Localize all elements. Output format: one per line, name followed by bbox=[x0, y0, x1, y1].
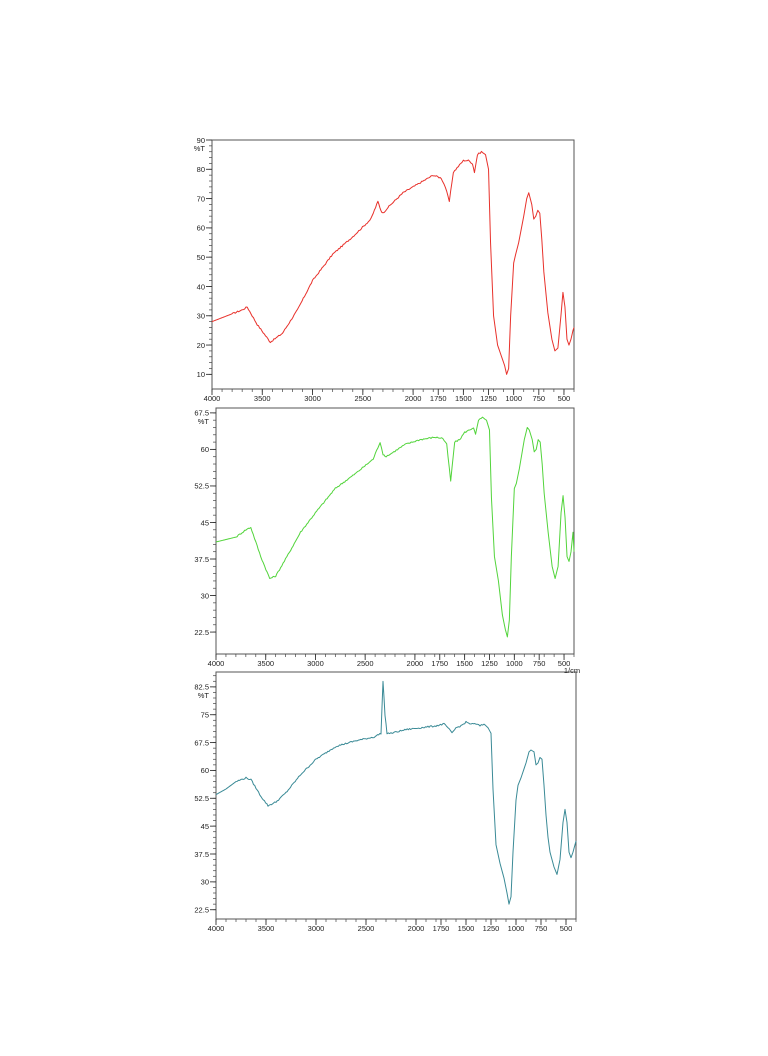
y-tick-label: 50 bbox=[197, 253, 205, 262]
x-tick-label: 3000 bbox=[304, 394, 321, 403]
x-tick-label: 1750 bbox=[433, 924, 450, 933]
y-tick-label: 67.5 bbox=[194, 738, 209, 747]
spectrum-panel-3: 4000 3500 3000 2500 2000 1750 1500 1250 1000 750 5… bbox=[194, 671, 577, 933]
x-tick-label: 500 bbox=[560, 924, 573, 933]
x-tick-label: 1500 bbox=[456, 659, 473, 668]
x-tick-label: 2000 bbox=[408, 924, 425, 933]
x-tick-label: 1500 bbox=[455, 394, 472, 403]
x-tick-label: 2500 bbox=[357, 659, 374, 668]
y-tick-label: 75 bbox=[201, 711, 209, 720]
x-tick-label: 3000 bbox=[308, 924, 325, 933]
y-tick-label: 45 bbox=[201, 518, 209, 527]
x-tick-label: 2000 bbox=[407, 659, 424, 668]
y-tick-label: 90 bbox=[197, 136, 205, 145]
y-tick-label: 30 bbox=[201, 878, 209, 887]
x-tick-label: 500 bbox=[558, 394, 571, 403]
x-tick-label: 1250 bbox=[480, 394, 497, 403]
x-tick-label: 3500 bbox=[258, 924, 275, 933]
spectrum-line bbox=[215, 416, 575, 638]
x-tick-label: 1000 bbox=[508, 924, 525, 933]
x-tick-label: 4000 bbox=[208, 924, 225, 933]
y-tick-label: 70 bbox=[197, 194, 205, 203]
x-tick-label: 1750 bbox=[431, 659, 448, 668]
x-tick-label: 750 bbox=[533, 659, 546, 668]
x-tick-label: 1250 bbox=[483, 924, 500, 933]
y-axis-label: %T bbox=[198, 417, 210, 426]
y-tick-label: 60 bbox=[197, 224, 205, 233]
x-tick-label: 3000 bbox=[307, 659, 324, 668]
y-tick-label: 52.5 bbox=[194, 482, 209, 491]
y-tick-label: 37.5 bbox=[194, 850, 209, 859]
x-unit-label: 1/cm bbox=[564, 666, 580, 675]
plot-frame bbox=[211, 139, 575, 390]
y-tick-label: 45 bbox=[201, 822, 209, 831]
x-tick-label: 500 bbox=[558, 659, 571, 668]
y-tick-label: 67.5 bbox=[194, 409, 209, 418]
spectrum-panel-1: 4000 3500 3000 2500 2000 1750 1500 1250 1000 750 5… bbox=[194, 136, 575, 403]
y-tick-label: 22.5 bbox=[194, 906, 209, 915]
x-tick-label: 3500 bbox=[254, 394, 271, 403]
plot-frame bbox=[215, 407, 575, 655]
plot-frame bbox=[215, 671, 577, 920]
spectrum-line bbox=[215, 680, 577, 905]
x-tick-label: 2500 bbox=[354, 394, 371, 403]
x-tick-label: 750 bbox=[533, 394, 546, 403]
x-tick-label: 750 bbox=[535, 924, 548, 933]
x-tick-label: 1000 bbox=[505, 394, 522, 403]
y-tick-label: 10 bbox=[197, 370, 205, 379]
y-tick-label: 22.5 bbox=[194, 628, 209, 637]
y-tick-label: 30 bbox=[197, 312, 205, 321]
y-tick-label: 60 bbox=[201, 445, 209, 454]
x-tick-label: 1000 bbox=[506, 659, 523, 668]
y-tick-label: 82.5 bbox=[194, 683, 209, 692]
y-tick-label: 80 bbox=[197, 165, 205, 174]
y-tick-label: 40 bbox=[197, 282, 205, 291]
x-tick-label: 1500 bbox=[458, 924, 475, 933]
x-tick-label: 1250 bbox=[481, 659, 498, 668]
y-tick-label: 52.5 bbox=[194, 794, 209, 803]
y-axis-label: %T bbox=[198, 691, 210, 700]
x-tick-label: 4000 bbox=[204, 394, 221, 403]
x-tick-label: 2500 bbox=[358, 924, 375, 933]
y-tick-label: 37.5 bbox=[194, 555, 209, 564]
x-tick-label: 4000 bbox=[208, 659, 225, 668]
y-tick-label: 20 bbox=[197, 341, 205, 350]
y-axis-label: %T bbox=[194, 144, 206, 153]
y-tick-label: 60 bbox=[201, 766, 209, 775]
x-tick-label: 2000 bbox=[405, 394, 422, 403]
spectrum-line bbox=[211, 150, 575, 375]
x-tick-label: 1750 bbox=[430, 394, 447, 403]
spectrum-panel-2: 4000 3500 3000 2500 2000 1750 1500 1250 1000 750 5… bbox=[194, 407, 580, 675]
y-tick-label: 30 bbox=[201, 591, 209, 600]
x-tick-label: 3500 bbox=[257, 659, 274, 668]
